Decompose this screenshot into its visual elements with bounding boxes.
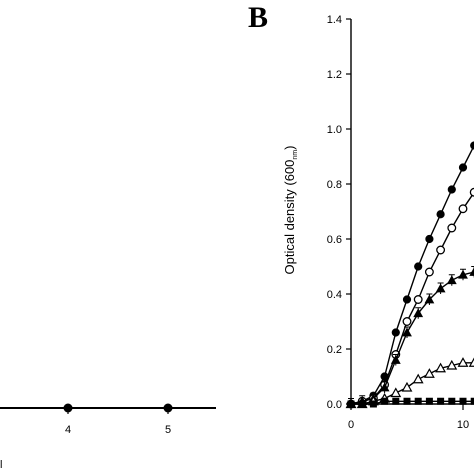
panel-b-data-point — [390, 354, 401, 364]
panel-a-data-point — [163, 403, 173, 413]
panel-b-data-point — [446, 359, 458, 370]
panel-b-series-line — [350, 144, 474, 405]
panel-b-data-point — [379, 382, 390, 392]
panel-b-data-point — [413, 308, 424, 318]
panel-b-data-point — [403, 397, 411, 405]
panel-b-data-point — [401, 381, 413, 392]
panel-b-data-point — [458, 269, 468, 279]
panel-b-data-point — [470, 397, 474, 405]
panel-b-data-point — [414, 262, 423, 271]
panel-b-data-point — [435, 362, 447, 373]
panel-b-y-axis-title-subscript: nm — [292, 150, 299, 160]
panel-b-data-point — [402, 295, 412, 304]
panel-b-data-point — [381, 397, 389, 405]
panel-b-data-point — [436, 210, 445, 219]
panel-b-y-axis-title-main: Optical density (600 — [282, 160, 297, 275]
panel-b-y-tick-label: 1.2 — [327, 69, 342, 81]
panel-b-data-point — [425, 234, 434, 244]
panel-b-y-tick-label: 1.4 — [327, 14, 342, 26]
panel-b-y-tick-label: 1.0 — [327, 124, 342, 136]
panel-b-series — [345, 141, 474, 410]
panel-b-series-open-circle — [346, 187, 474, 409]
panel-a-bottom-left-fragment: l — [0, 459, 2, 471]
panel-b-data-point — [413, 295, 423, 304]
panel-b-data-point — [447, 185, 456, 194]
panel-a-x-tick-label: 5 — [165, 424, 171, 436]
panel-b-y-tick-label: 0.0 — [327, 399, 342, 411]
panel-b-data-point — [412, 373, 424, 384]
panel-b-y-ticks: 0.0 0.2 0.4 0.6 0.8 1.0 1.2 1.4 — [327, 14, 351, 411]
panel-b-chart: B Optical density (600nm) 0.00.20.40.60.… — [248, 1, 474, 431]
panel-b-data-point — [424, 294, 435, 304]
panel-b-data-point — [402, 327, 412, 337]
panel-b-data-point — [423, 368, 435, 378]
panel-b-x-tick-label: 10 — [457, 419, 469, 431]
panel-b-data-point — [457, 357, 469, 367]
panel-b-data-point — [470, 141, 474, 150]
panel-b-y-axis-title-close: ) — [282, 146, 297, 150]
panel-b-data-point — [369, 400, 377, 408]
panel-a-series — [63, 403, 173, 413]
panel-b-y-tick-label: 0.2 — [327, 344, 342, 356]
panel-b-data-point — [468, 357, 474, 367]
panel-b-data-point — [448, 397, 456, 405]
panel-b-data-point — [446, 275, 457, 285]
panel-a-data-point — [63, 403, 73, 413]
panel-b-series-filled-square — [347, 397, 474, 408]
panel-b-data-point — [459, 397, 467, 405]
panel-b-data-point — [469, 187, 474, 197]
panel-b-data-point — [435, 283, 446, 293]
panel-b-label: B — [248, 1, 268, 34]
panel-b-data-point — [425, 397, 433, 405]
panel-b-data-point — [424, 267, 434, 277]
panel-b-data-point — [402, 317, 412, 326]
panel-b-data-point — [392, 397, 400, 405]
panel-b-x-tick-label: 0 — [348, 419, 354, 431]
panel-a-x-tick-label: 4 — [65, 424, 71, 436]
panel-b-series-filled-triangle — [346, 266, 474, 410]
panel-b-y-tick-label: 0.8 — [327, 179, 342, 191]
panel-b-data-point — [436, 245, 446, 255]
panel-b-y-tick-label: 0.6 — [327, 234, 342, 246]
panel-b-data-point — [437, 397, 445, 405]
panel-b-data-point — [458, 163, 468, 172]
panel-b-data-point — [347, 400, 355, 408]
panel-b-data-point — [358, 400, 366, 408]
panel-b-series-filled-circle — [346, 141, 474, 409]
panel-b-y-axis-title: Optical density (600nm) — [282, 146, 299, 275]
panel-b-data-point — [447, 223, 457, 233]
panel-b-data-point — [458, 204, 468, 214]
panel-b-y-tick-label: 0.4 — [327, 289, 342, 301]
panel-b-data-point — [390, 387, 402, 398]
panel-b-data-point — [391, 328, 400, 337]
panel-b-data-point — [469, 267, 474, 276]
panel-b-data-point — [414, 397, 422, 405]
